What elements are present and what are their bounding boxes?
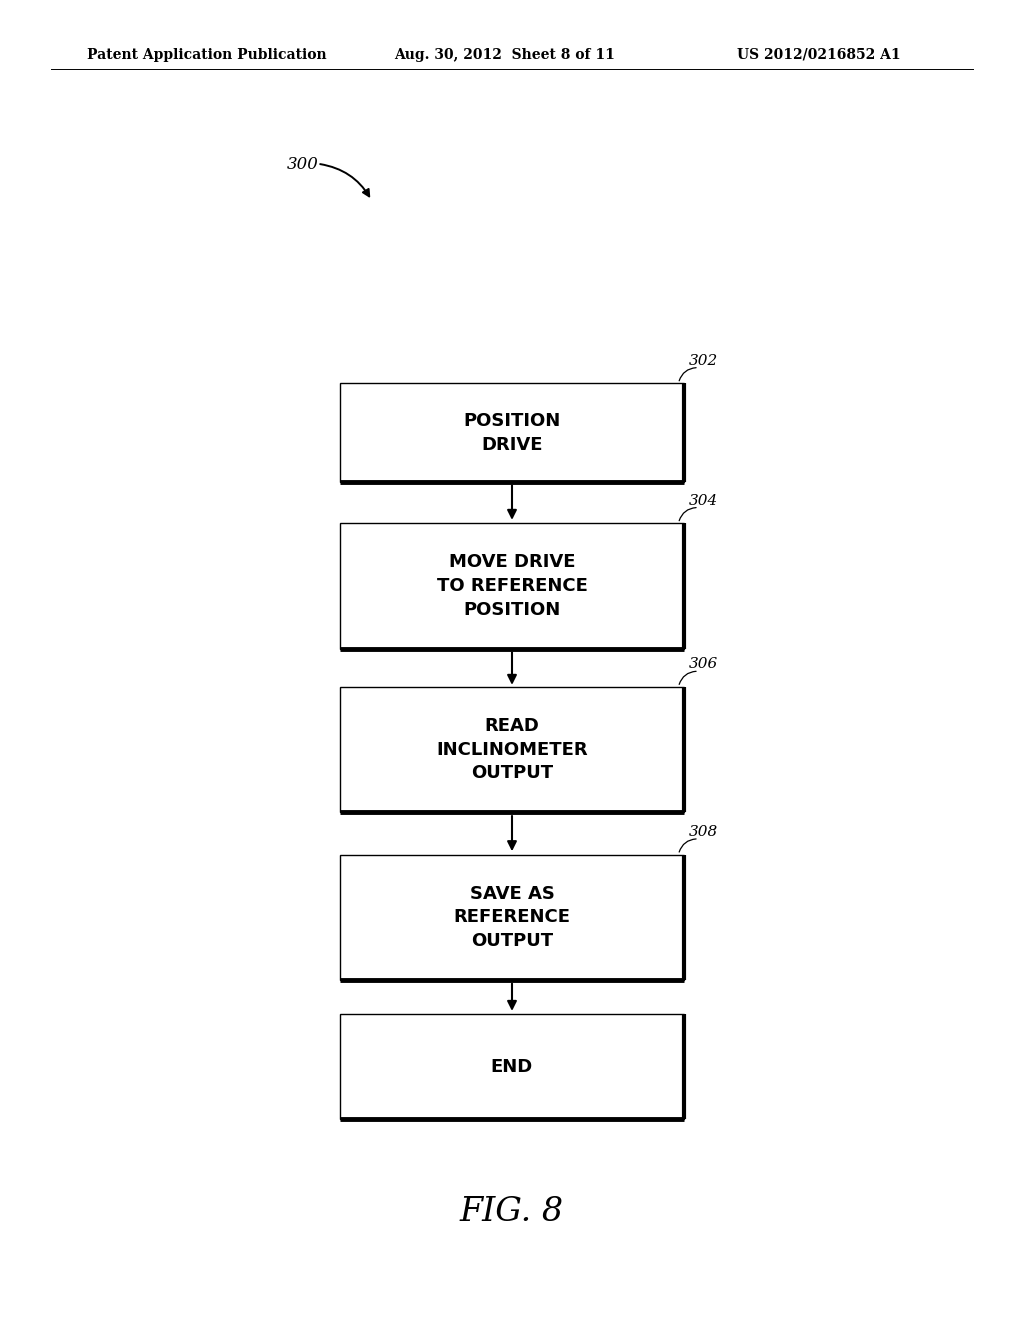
Text: FIG. 8: FIG. 8 [460, 1196, 564, 1228]
Bar [340, 1014, 684, 1119]
Text: 304: 304 [688, 494, 718, 507]
Bar [340, 855, 684, 979]
Text: 300: 300 [287, 156, 318, 173]
Text: SAVE AS
REFERENCE
OUTPUT: SAVE AS REFERENCE OUTPUT [454, 884, 570, 950]
Text: READ
INCLINOMETER
OUTPUT: READ INCLINOMETER OUTPUT [436, 717, 588, 783]
Bar [340, 686, 684, 812]
Text: US 2012/0216852 A1: US 2012/0216852 A1 [737, 48, 901, 62]
Bar [340, 523, 684, 648]
Text: 306: 306 [688, 657, 718, 671]
Text: POSITION
DRIVE: POSITION DRIVE [464, 412, 560, 454]
Text: MOVE DRIVE
TO REFERENCE
POSITION: MOVE DRIVE TO REFERENCE POSITION [436, 553, 588, 619]
Text: Patent Application Publication: Patent Application Publication [87, 48, 327, 62]
Text: END: END [490, 1057, 534, 1076]
Bar [340, 383, 684, 482]
Text: 302: 302 [688, 354, 718, 367]
Text: 308: 308 [688, 825, 718, 840]
Text: Aug. 30, 2012  Sheet 8 of 11: Aug. 30, 2012 Sheet 8 of 11 [394, 48, 615, 62]
